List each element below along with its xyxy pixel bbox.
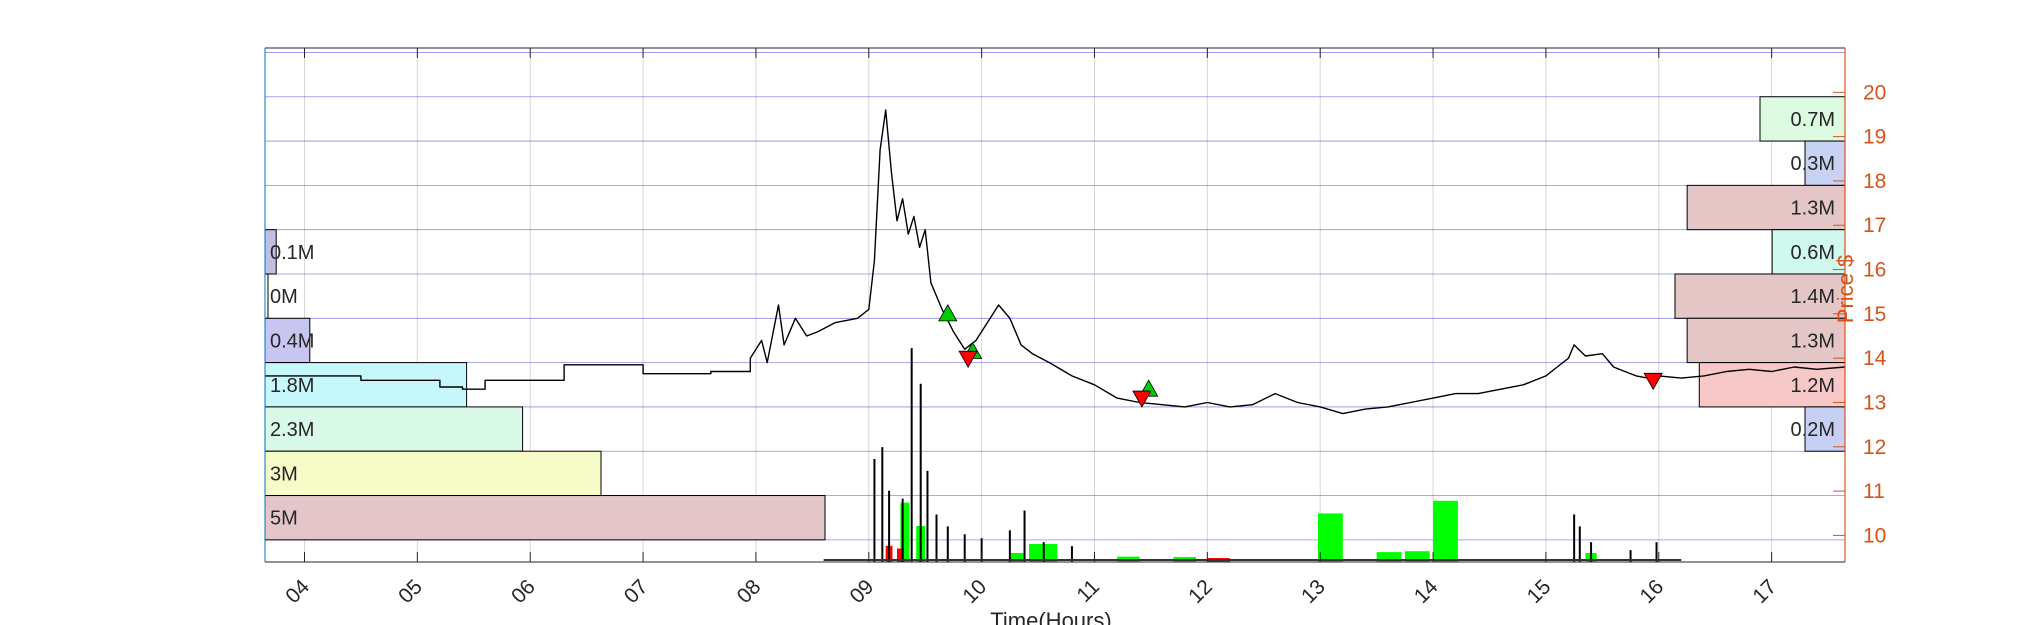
buy-marker: [938, 304, 958, 322]
x-tick-label: 10: [958, 575, 991, 608]
y-axis-label-right: Price $: [1833, 255, 1858, 323]
y-tick-label: 16: [1863, 259, 1886, 282]
volume-profile-label: 5M: [270, 508, 298, 530]
x-tick-label: 05: [394, 575, 427, 608]
sell-marker: [1643, 372, 1663, 391]
y-tick-label: 10: [1863, 524, 1886, 547]
volume-bar: [1433, 500, 1458, 562]
volume-profile-label: 0.2M: [1791, 419, 1835, 441]
y-tick-label: 13: [1863, 391, 1886, 414]
x-tick-label: 16: [1636, 575, 1669, 608]
volume-profile-label: 0.3M: [1791, 153, 1835, 175]
volume-bar: [897, 548, 904, 562]
trade-markers: [938, 304, 1663, 408]
y-tick-label: 19: [1863, 126, 1886, 149]
volume-profile-bar: [264, 406, 524, 452]
y-tick-label: 11: [1863, 480, 1885, 503]
volume-profile-label: 0.7M: [1791, 109, 1835, 131]
volume-profile-label: 0M: [270, 286, 298, 308]
volume-profile: 0.1M 0M 0.4M 1.8M 2.3M 3M 5M 0.7M 0.3M 1.3M 0.6M 1.…: [264, 96, 1846, 541]
price-line: [265, 109, 1846, 415]
x-tick-label: 11: [1072, 575, 1104, 607]
x-tick-label: 12: [1184, 575, 1217, 608]
volume-profile-label: 1.3M: [1791, 330, 1835, 352]
x-tick-label: 07: [620, 575, 653, 608]
x-tick-label: 08: [733, 575, 766, 608]
x-tick-label: 14: [1410, 575, 1443, 608]
x-tick-label: 15: [1523, 575, 1556, 608]
volume-profile-bar: [1674, 273, 1846, 319]
volume-profile-bar: [264, 450, 602, 497]
sell-marker: [1132, 390, 1152, 408]
y-tick-label: 15: [1863, 303, 1886, 326]
x-tick-label: 04: [281, 575, 314, 608]
volume-profile-bar: [264, 362, 468, 408]
volume-profile-label: 1.4M: [1791, 286, 1835, 308]
volume-bars: [823, 348, 1682, 562]
volume-profile-bar: [1686, 184, 1846, 231]
volume-profile-bar: [1804, 140, 1846, 186]
volume-profile-label: 0.1M: [270, 242, 314, 264]
x-tick-label: 17: [1748, 575, 1781, 608]
volume-bar: [900, 502, 910, 562]
x-tick-label: 13: [1297, 575, 1330, 608]
volume-profile-bar: [1759, 96, 1846, 142]
volume-bar: [1009, 553, 1024, 562]
volume-profile-bar: [1804, 406, 1846, 452]
y-tick-label: 20: [1863, 81, 1886, 104]
sell-marker: [958, 350, 978, 368]
x-tick-label: 06: [507, 575, 540, 608]
volume-profile-bar: [264, 317, 311, 364]
x-tick-label: 09: [846, 575, 879, 608]
volume-profile-label: 0.4M: [270, 330, 314, 352]
volume-bar: [1376, 552, 1402, 562]
volume-profile-label: 2.3M: [270, 419, 314, 441]
volume-profile-label: 0.6M: [1791, 242, 1835, 264]
price-series: [265, 109, 1846, 415]
volume-profile-label: 1.8M: [270, 375, 314, 397]
volume-profile-label: 1.3M: [1791, 198, 1835, 220]
volume-profile-label: 3M: [270, 463, 298, 485]
volume-bar: [1317, 513, 1343, 562]
volume-profile-bar: [1698, 362, 1846, 408]
y-tick-label: 14: [1863, 347, 1887, 370]
volume-profile-bar: [264, 495, 826, 541]
y-tick-label: 12: [1863, 436, 1886, 459]
volume-profile-bar: [1686, 317, 1846, 364]
volume-profile-label: 1.2M: [1791, 375, 1835, 397]
x-axis-label: Time(Hours): [990, 608, 1111, 625]
y-tick-label: 18: [1863, 170, 1886, 193]
volume-bar: [1404, 551, 1430, 562]
y-tick-label: 17: [1863, 214, 1886, 237]
